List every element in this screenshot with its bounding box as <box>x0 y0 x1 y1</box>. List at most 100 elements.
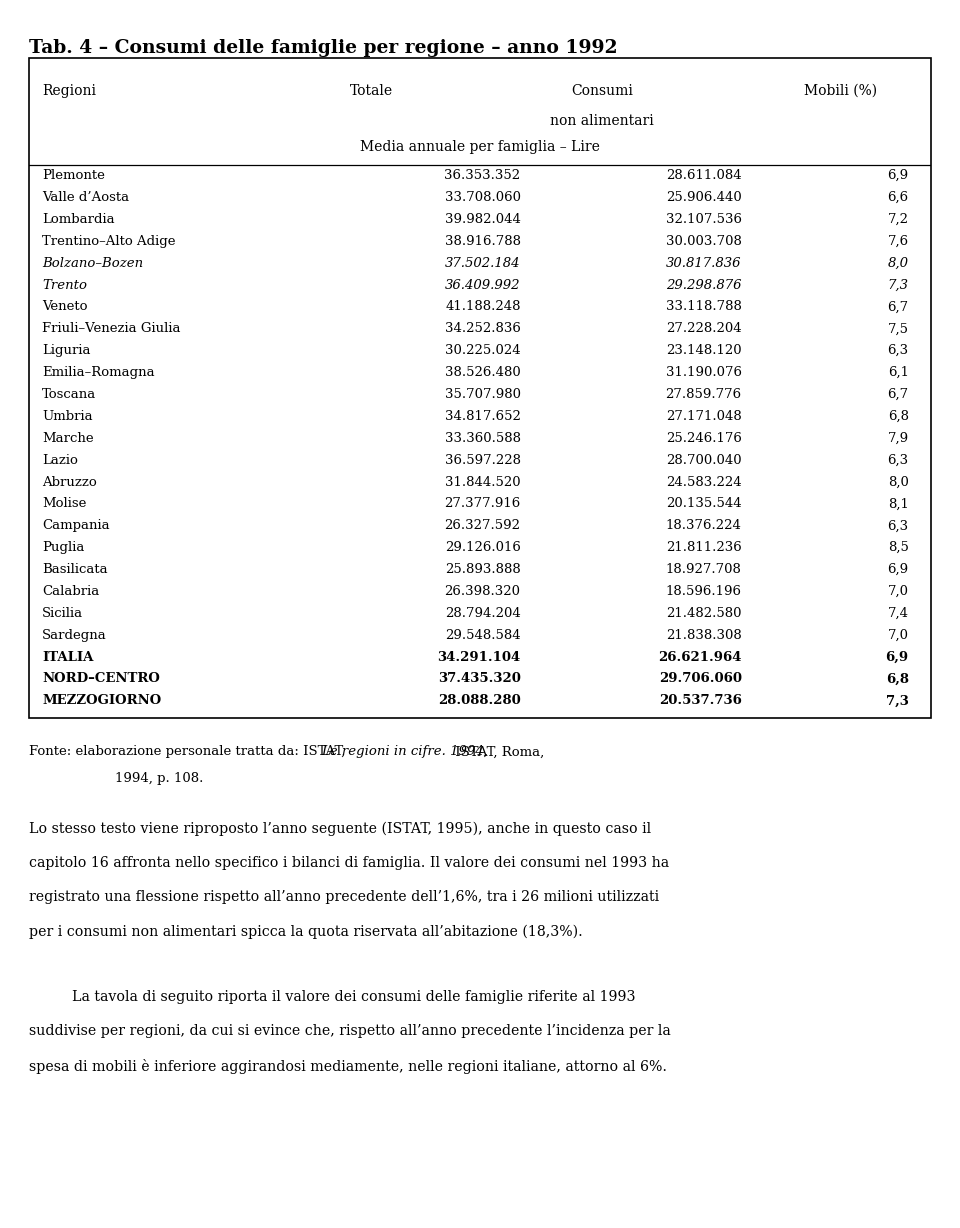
Text: 25.906.440: 25.906.440 <box>666 192 742 204</box>
Text: 28.088.280: 28.088.280 <box>438 694 520 707</box>
Text: Liguria: Liguria <box>42 344 91 357</box>
Text: Molise: Molise <box>42 497 86 511</box>
Text: 38.526.480: 38.526.480 <box>444 366 520 379</box>
Text: 6,9: 6,9 <box>887 169 908 182</box>
Text: Sicilia: Sicilia <box>42 607 84 620</box>
Text: 34.817.652: 34.817.652 <box>444 410 520 422</box>
Text: 26.327.592: 26.327.592 <box>444 519 520 532</box>
Text: 6,3: 6,3 <box>887 453 908 467</box>
Text: Valle d’Aosta: Valle d’Aosta <box>42 192 130 204</box>
Text: 8,5: 8,5 <box>888 542 908 554</box>
Text: Fonte: elaborazione personale tratta da: ISTAT,: Fonte: elaborazione personale tratta da:… <box>29 745 349 759</box>
Text: 6,9: 6,9 <box>887 564 908 576</box>
Text: Friuli–Venezia Giulia: Friuli–Venezia Giulia <box>42 323 180 335</box>
Text: 6,8: 6,8 <box>886 673 908 685</box>
Text: 34.291.104: 34.291.104 <box>438 651 520 663</box>
Text: Umbria: Umbria <box>42 410 93 422</box>
Text: 7,9: 7,9 <box>887 432 908 445</box>
Text: 33.360.588: 33.360.588 <box>444 432 520 445</box>
Text: 25.893.888: 25.893.888 <box>444 564 520 576</box>
Text: 21.482.580: 21.482.580 <box>666 607 742 620</box>
Text: 6,1: 6,1 <box>888 366 908 379</box>
Text: 7,3: 7,3 <box>888 279 908 291</box>
Text: 37.435.320: 37.435.320 <box>438 673 520 685</box>
Text: 6,3: 6,3 <box>887 519 908 532</box>
Text: 31.844.520: 31.844.520 <box>445 475 520 489</box>
Text: 6,8: 6,8 <box>888 410 908 422</box>
Text: 18.376.224: 18.376.224 <box>666 519 742 532</box>
Text: Consumi: Consumi <box>571 85 633 98</box>
Text: 35.707.980: 35.707.980 <box>444 388 520 402</box>
Text: Trento: Trento <box>42 279 87 291</box>
Text: Media annuale per famiglia – Lire: Media annuale per famiglia – Lire <box>360 140 600 155</box>
Text: 38.916.788: 38.916.788 <box>444 235 520 248</box>
Text: 36.597.228: 36.597.228 <box>444 453 520 467</box>
Text: 39.982.044: 39.982.044 <box>444 212 520 226</box>
Text: Lo stesso testo viene riproposto l’anno seguente (ISTAT, 1995), anche in questo : Lo stesso testo viene riproposto l’anno … <box>29 822 651 836</box>
Text: 37.502.184: 37.502.184 <box>445 257 520 270</box>
Text: 26.398.320: 26.398.320 <box>444 585 520 598</box>
Text: Veneto: Veneto <box>42 301 87 313</box>
Text: 29.298.876: 29.298.876 <box>666 279 742 291</box>
Text: 29.706.060: 29.706.060 <box>659 673 742 685</box>
Text: registrato una flessione rispetto all’anno precedente dell’1,6%, tra i 26 milion: registrato una flessione rispetto all’an… <box>29 890 659 904</box>
Text: 41.188.248: 41.188.248 <box>445 301 520 313</box>
Text: spesa di mobili è inferiore aggirandosi mediamente, nelle regioni italiane, atto: spesa di mobili è inferiore aggirandosi … <box>29 1059 667 1073</box>
Text: 6,9: 6,9 <box>885 651 908 663</box>
Text: 7,3: 7,3 <box>886 694 908 707</box>
Text: 24.583.224: 24.583.224 <box>666 475 742 489</box>
Text: 31.190.076: 31.190.076 <box>665 366 742 379</box>
Text: 33.118.788: 33.118.788 <box>666 301 742 313</box>
Text: 30.817.836: 30.817.836 <box>666 257 742 270</box>
Text: 8,0: 8,0 <box>888 257 908 270</box>
Text: 36.353.352: 36.353.352 <box>444 169 520 182</box>
Text: Totale: Totale <box>350 85 394 98</box>
Text: Abruzzo: Abruzzo <box>42 475 97 489</box>
Text: 32.107.536: 32.107.536 <box>665 212 742 226</box>
Text: 7,0: 7,0 <box>888 585 908 598</box>
Text: NORD–CENTRO: NORD–CENTRO <box>42 673 160 685</box>
Text: 28.794.204: 28.794.204 <box>444 607 520 620</box>
Text: Toscana: Toscana <box>42 388 97 402</box>
Text: 27.228.204: 27.228.204 <box>666 323 742 335</box>
Text: 1994, p. 108.: 1994, p. 108. <box>115 772 204 786</box>
Text: capitolo 16 affronta nello specifico i bilanci di famiglia. Il valore dei consum: capitolo 16 affronta nello specifico i b… <box>29 856 669 869</box>
Text: 7,0: 7,0 <box>888 629 908 642</box>
Text: Lazio: Lazio <box>42 453 78 467</box>
Text: 29.126.016: 29.126.016 <box>444 542 520 554</box>
Text: 33.708.060: 33.708.060 <box>444 192 520 204</box>
Text: 30.225.024: 30.225.024 <box>445 344 520 357</box>
Text: Tab. 4 – Consumi delle famiglie per regione – anno 1992: Tab. 4 – Consumi delle famiglie per regi… <box>29 39 617 58</box>
Text: 20.135.544: 20.135.544 <box>666 497 742 511</box>
Text: 7,2: 7,2 <box>888 212 908 226</box>
Text: 6,6: 6,6 <box>887 192 908 204</box>
Text: 30.003.708: 30.003.708 <box>666 235 742 248</box>
Text: Sardegna: Sardegna <box>42 629 108 642</box>
Text: 34.252.836: 34.252.836 <box>444 323 520 335</box>
Text: Trentino–Alto Adige: Trentino–Alto Adige <box>42 235 176 248</box>
Text: per i consumi non alimentari spicca la quota riservata all’abitazione (18,3%).: per i consumi non alimentari spicca la q… <box>29 925 583 939</box>
Text: 7,6: 7,6 <box>887 235 908 248</box>
Text: ISTAT, Roma,: ISTAT, Roma, <box>451 745 544 759</box>
Text: 27.171.048: 27.171.048 <box>666 410 742 422</box>
Text: 26.621.964: 26.621.964 <box>659 651 742 663</box>
Text: 7,5: 7,5 <box>888 323 908 335</box>
Text: Emilia–Romagna: Emilia–Romagna <box>42 366 155 379</box>
Text: 28.611.084: 28.611.084 <box>666 169 742 182</box>
Text: 6,3: 6,3 <box>887 344 908 357</box>
Text: Bolzano–Bozen: Bolzano–Bozen <box>42 257 143 270</box>
Text: 23.148.120: 23.148.120 <box>666 344 742 357</box>
Text: 36.409.992: 36.409.992 <box>445 279 520 291</box>
Text: Calabria: Calabria <box>42 585 100 598</box>
Text: Le regioni in cifre. 1994,: Le regioni in cifre. 1994, <box>322 745 489 759</box>
Text: La tavola di seguito riporta il valore dei consumi delle famiglie riferite al 19: La tavola di seguito riporta il valore d… <box>72 990 636 1003</box>
Text: 18.927.708: 18.927.708 <box>666 564 742 576</box>
Text: Mobili (%): Mobili (%) <box>804 85 877 98</box>
Text: Plemonte: Plemonte <box>42 169 106 182</box>
Text: Lombardia: Lombardia <box>42 212 115 226</box>
Text: Basilicata: Basilicata <box>42 564 108 576</box>
Text: 21.838.308: 21.838.308 <box>666 629 742 642</box>
Text: 29.548.584: 29.548.584 <box>445 629 520 642</box>
Text: 25.246.176: 25.246.176 <box>666 432 742 445</box>
Text: 28.700.040: 28.700.040 <box>666 453 742 467</box>
